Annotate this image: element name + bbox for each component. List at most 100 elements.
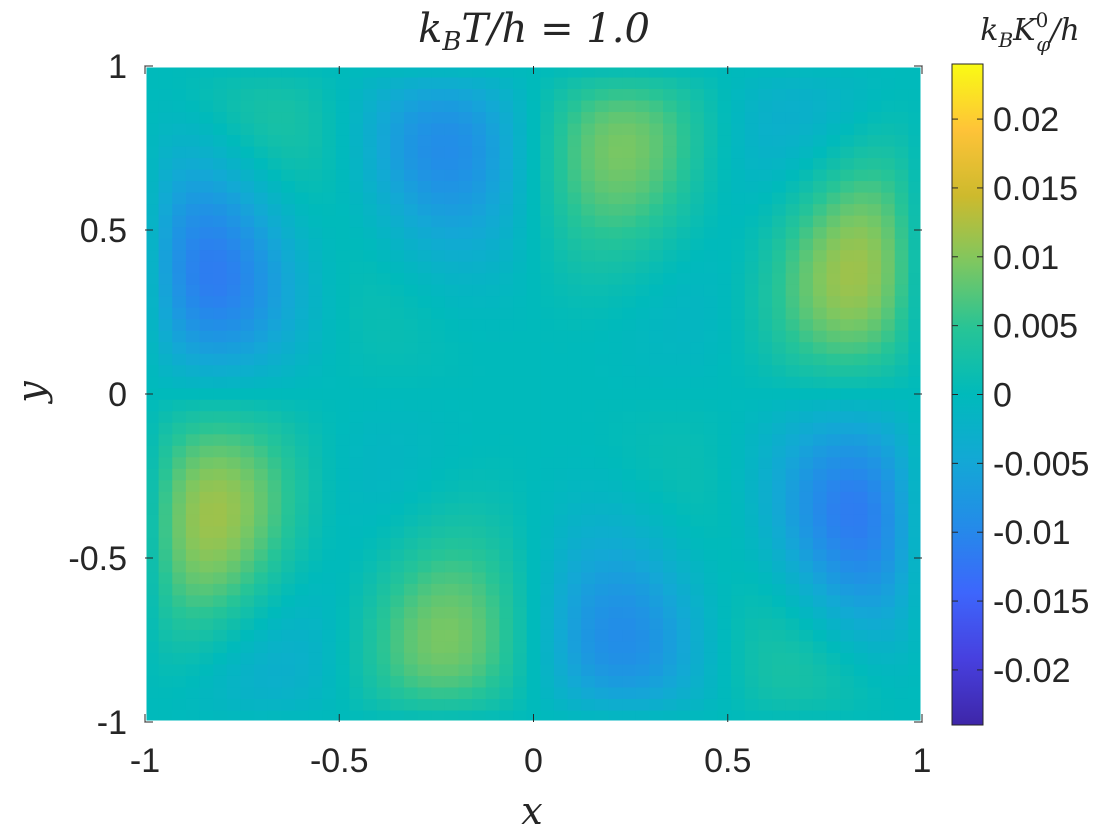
heatmap-cell [635,330,650,343]
heatmap-cell [145,422,160,435]
heatmap-cell [281,664,296,677]
heatmap-cell [254,215,269,228]
heatmap-cell [676,250,691,263]
heatmap-cell [908,595,923,608]
heatmap-cell [363,457,378,470]
heatmap-cell [799,89,814,102]
heatmap-cell [267,491,282,504]
heatmap-cell [567,641,582,654]
heatmap-cell [472,503,487,516]
heatmap-cell [799,503,814,516]
heatmap-cell [608,480,623,493]
heatmap-cell [199,710,214,723]
heatmap-cell [799,353,814,366]
heatmap-cell [213,342,228,355]
heatmap-cell [894,204,909,217]
heatmap-cell [594,629,610,643]
heatmap-cell [581,342,596,355]
heatmap-cell [772,480,787,493]
heatmap-cell [853,376,869,389]
heatmap-cell [744,629,760,643]
heatmap-cell [853,583,869,596]
heatmap-cell [772,422,787,435]
heatmap-cell [226,710,242,723]
heatmap-cell [540,560,555,573]
heatmap-cell [894,606,909,620]
heatmap-cell [444,319,460,332]
heatmap-cell [417,77,432,90]
heatmap-cell [335,192,351,205]
heatmap-cell [581,319,596,332]
heatmap-cell [772,468,787,481]
heatmap-cell [172,687,187,700]
heatmap-cell [676,491,691,504]
heatmap-cell [404,376,419,389]
heatmap-cell [676,629,691,643]
heatmap-cell [240,319,255,332]
heatmap-cell [240,330,255,343]
heatmap-cell [158,296,173,309]
heatmap-cell [499,388,514,401]
heatmap-cell [690,422,705,435]
heatmap-cell [840,687,855,700]
heatmap-cell [608,342,623,355]
heatmap-cell [731,66,746,79]
heatmap-cell [717,526,732,539]
heatmap-cell [703,112,719,125]
heatmap-cell [635,445,650,458]
heatmap-cell [281,629,296,643]
heatmap-cell [404,698,419,712]
heatmap-cell [703,376,719,389]
heatmap-cell [499,629,514,643]
heatmap-cell [213,330,228,343]
heatmap-cell [758,560,773,573]
heatmap-cell [199,250,214,263]
heatmap-cell [390,641,405,654]
heatmap-cell [390,181,405,194]
heatmap-cell [335,434,351,447]
heatmap-cell [458,238,473,251]
heatmap-cell [335,146,351,159]
heatmap-cell [703,158,719,171]
heatmap-cell [308,238,323,251]
heatmap-cell [594,514,610,527]
heatmap-cell [158,606,173,620]
heatmap-cell [363,135,378,148]
heatmap-cell [376,583,391,596]
heatmap-cell [649,112,664,125]
heatmap-cell [376,112,391,125]
heatmap-cell [744,549,760,562]
heatmap-cell [199,503,214,516]
heatmap-cell [349,480,364,493]
heatmap-cell [526,572,541,585]
heatmap-cell [335,572,351,585]
heatmap-cell [485,399,501,412]
heatmap-cell [363,388,378,401]
heatmap-cell [867,652,882,666]
heatmap-cell [553,66,569,79]
heatmap-cell [458,422,473,435]
heatmap-cell [294,261,310,274]
heatmap-cell [744,399,760,412]
heatmap-cell [649,388,664,401]
heatmap-cell [390,112,405,125]
heatmap-cell [145,687,160,700]
heatmap-cell [881,353,896,366]
heatmap-cell [158,227,173,240]
heatmap-cell [731,342,746,355]
heatmap-cell [785,445,800,458]
heatmap-cell [853,342,869,355]
heatmap-cell [867,468,882,481]
heatmap-cell [881,158,896,171]
heatmap-cell [254,273,269,286]
heatmap-cell [390,629,405,643]
heatmap-cell [199,100,214,113]
heatmap-cell [690,503,705,516]
heatmap-cell [240,411,255,424]
heatmap-cell [594,710,610,723]
heatmap-cell [213,583,228,596]
heatmap-cell [417,422,432,435]
heatmap-cell [744,411,760,424]
heatmap-cell [513,192,528,205]
heatmap-cell [853,514,869,527]
